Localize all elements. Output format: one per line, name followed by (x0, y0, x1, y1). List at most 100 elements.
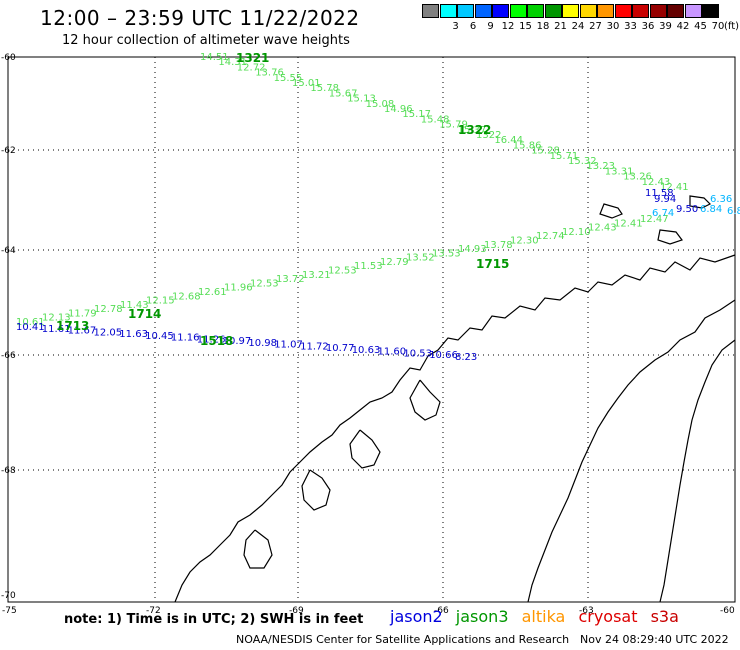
wave-height-value: 10.98 (248, 338, 277, 349)
wave-height-value: 12.79 (380, 257, 409, 268)
wave-height-value: 12.10 (562, 227, 591, 238)
wave-height-value: 14.31 (218, 57, 247, 68)
wave-height-value: 15.08 (366, 99, 395, 110)
wave-height-value: 10.97 (223, 336, 252, 347)
lon-label: -60 (720, 606, 735, 616)
pass-number-label: 1518 (200, 334, 233, 348)
legend-label: 24 (571, 21, 585, 32)
satellite-altika: altika (521, 607, 566, 626)
pass-number-label: 1321 (236, 51, 269, 65)
legend-label: 30 (606, 21, 620, 32)
wave-height-value: 12.72 (237, 62, 266, 73)
legend-label: 21 (554, 21, 567, 32)
wave-height-value: 15.01 (292, 78, 321, 89)
wave-height-value: 12.78 (94, 304, 123, 315)
legend-label: 27 (589, 21, 602, 32)
wave-height-value: 11.63 (119, 329, 148, 340)
lon-label: -69 (289, 606, 304, 616)
legend-swatch (667, 4, 684, 18)
wave-height-value: 12.68 (172, 291, 201, 302)
wave-height-value: 12.61 (198, 287, 227, 298)
legend-label: 9 (487, 21, 494, 32)
satellite-cryosat: cryosat (578, 607, 638, 626)
wave-height-value: 11.61 (42, 324, 71, 335)
wave-height-value: 12.41 (614, 218, 643, 229)
wave-height-value: 13.26 (623, 172, 652, 183)
pass-number-label: 1715 (476, 257, 509, 271)
legend-swatch (457, 4, 474, 18)
wave-height-value: 12.15 (146, 296, 175, 307)
wave-height-value: 6.74 (652, 208, 674, 219)
legend-label: 18 (536, 21, 550, 32)
wave-height-value: 15.67 (329, 88, 358, 99)
pass-number-label: 1713 (56, 319, 89, 333)
lon-label: -63 (579, 606, 594, 616)
wave-height-value: 12.43 (588, 223, 617, 234)
legend-swatch (422, 4, 439, 18)
wave-height-value: 10.53 (403, 349, 432, 360)
wave-height-value: 13.72 (276, 274, 305, 285)
legend-swatch (439, 4, 457, 18)
wave-height-value: 12.74 (536, 231, 565, 242)
map-title: 12:00 – 23:59 UTC 11/22/2022 (40, 6, 360, 30)
wave-height-value: 16.44 (494, 135, 523, 146)
wave-height-value: 10.77 (326, 343, 355, 354)
wave-height-value: 13.52 (406, 253, 435, 264)
wave-height-value: 13.78 (484, 240, 513, 251)
wave-height-value: 14.93 (458, 244, 487, 255)
wave-height-value: 10.45 (145, 331, 174, 342)
lon-label: -75 (2, 606, 17, 616)
legend-swatch (702, 4, 719, 18)
wave-height-value: 12.30 (510, 236, 539, 247)
east-values: 11.589.949.506.74 6.366.84 6.8 (645, 188, 740, 219)
footer-note: note: 1) Time is in UTC; 2) SWH is in fe… (64, 612, 364, 627)
lon-label: -66 (434, 606, 449, 616)
legend-label: 39 (659, 21, 672, 32)
map-frame (7, 56, 736, 603)
coastline (174, 195, 736, 603)
wave-height-value: 14.51 (200, 52, 229, 63)
wave-height-value: 12.13 (42, 313, 71, 324)
pass-labels: 1321 1322 1715 1714 1713 1518 (56, 51, 509, 348)
wave-height-value: 12.41 (660, 182, 689, 193)
satellite-jason2: jason2 (390, 607, 443, 626)
wave-height-value: 11.58 (645, 188, 674, 199)
pass-number-label: 1322 (458, 123, 491, 137)
wave-height-value: 15.28 (531, 146, 560, 157)
wave-height-value: 15.79 (439, 120, 468, 131)
wave-height-value: 15.78 (310, 83, 339, 94)
legend-label: 45 (694, 21, 707, 32)
wave-height-value: 6.36 (710, 194, 732, 205)
lat-label: -60 (1, 53, 16, 63)
legend-swatch (562, 4, 579, 18)
wave-height-value: 10.66 (429, 350, 458, 361)
wave-height-value: 9.94 (654, 194, 676, 205)
wave-height-value: 15.55 (274, 73, 303, 84)
wave-height-value: 11.79 (68, 308, 97, 319)
legend-label: 36 (641, 21, 655, 32)
wave-height-value: 13.76 (255, 68, 284, 79)
legend-swatch (527, 4, 544, 18)
wave-height-value: 15.71 (550, 151, 579, 162)
graticule (8, 57, 735, 602)
wave-height-value: 13.21 (302, 270, 331, 281)
lat-label: -64 (1, 246, 16, 256)
lat-label: -68 (1, 466, 16, 476)
wave-height-value: 11.60 (378, 347, 407, 358)
wave-height-value: 14.96 (384, 104, 413, 115)
altimeter-tracks: 14.5114.3112.7213.7615.5515.0115.7815.67… (16, 52, 689, 363)
legend-swatch (579, 4, 597, 18)
legend-swatch (649, 4, 667, 18)
legend-swatch (632, 4, 649, 18)
wave-height-value: 8.23 (455, 352, 477, 363)
wave-height-value: 11.07 (274, 340, 303, 351)
pass-number-label: 1714 (128, 307, 161, 321)
wave-height-value: 1322 (476, 130, 501, 141)
wave-height-value: 15.37 (458, 125, 487, 136)
lat-label: -62 (1, 146, 16, 156)
wave-height-value: 11.43 (120, 300, 149, 311)
wave-height-value: 12.47 (640, 214, 669, 225)
legend-label: 33 (624, 21, 637, 32)
wave-height-value: 12.53 (250, 278, 279, 289)
